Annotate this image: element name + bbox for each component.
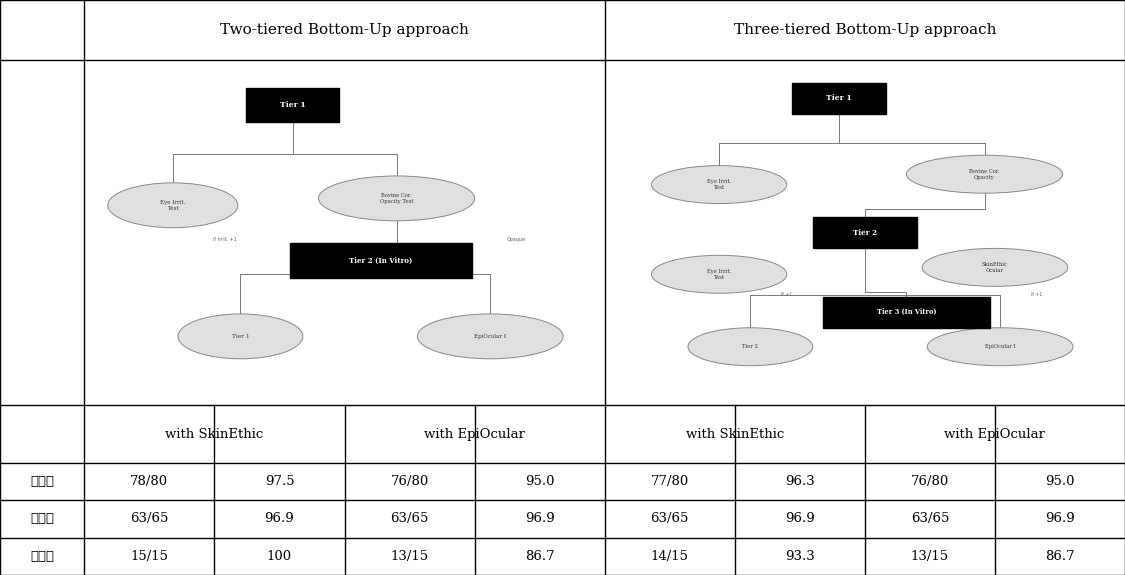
Text: 13/15: 13/15 — [911, 550, 950, 563]
Text: EpiOcular I: EpiOcular I — [984, 344, 1016, 349]
Text: if +1: if +1 — [781, 293, 792, 297]
Text: 95.0: 95.0 — [1045, 475, 1074, 488]
Text: Bovine Cor.
Opacity Test: Bovine Cor. Opacity Test — [380, 193, 413, 204]
Text: Eye Irrit.
Test: Eye Irrit. Test — [706, 179, 731, 190]
Ellipse shape — [651, 255, 786, 293]
FancyBboxPatch shape — [792, 83, 885, 114]
Text: 63/65: 63/65 — [390, 512, 429, 526]
Text: SkinEthic
Ocular: SkinEthic Ocular — [982, 262, 1008, 273]
Text: Tier 1: Tier 1 — [826, 94, 852, 102]
Text: Eye Irrit.
Test: Eye Irrit. Test — [706, 269, 731, 279]
Text: 100: 100 — [267, 550, 292, 563]
Text: 특이도: 특이도 — [30, 550, 54, 563]
Text: 63/65: 63/65 — [650, 512, 688, 526]
Text: 63/65: 63/65 — [130, 512, 169, 526]
Ellipse shape — [922, 248, 1068, 286]
Text: 15/15: 15/15 — [130, 550, 169, 563]
Text: Tier 2: Tier 2 — [742, 344, 758, 349]
Text: if +1: if +1 — [1030, 293, 1042, 297]
Text: Tier 1: Tier 1 — [232, 334, 250, 339]
Text: 96.3: 96.3 — [785, 475, 814, 488]
Text: Bovine Cor.
Opacity: Bovine Cor. Opacity — [970, 169, 1000, 179]
FancyBboxPatch shape — [824, 297, 990, 328]
Ellipse shape — [318, 176, 475, 221]
Text: Tier 2 (In Vitro): Tier 2 (In Vitro) — [350, 256, 413, 264]
Text: Tier 3 (In Vitro): Tier 3 (In Vitro) — [876, 308, 936, 316]
Text: Tier 2: Tier 2 — [853, 229, 876, 237]
Text: Three-tiered Bottom-Up approach: Three-tiered Bottom-Up approach — [734, 23, 996, 37]
Text: 정확도: 정확도 — [30, 475, 54, 488]
Text: 13/15: 13/15 — [390, 550, 429, 563]
Text: with SkinEthic: with SkinEthic — [165, 428, 263, 440]
Text: 76/80: 76/80 — [390, 475, 429, 488]
Text: if Irrit. +1: if Irrit. +1 — [213, 237, 236, 242]
Ellipse shape — [927, 328, 1073, 366]
Text: with SkinEthic: with SkinEthic — [685, 428, 784, 440]
Text: 78/80: 78/80 — [130, 475, 169, 488]
FancyBboxPatch shape — [245, 88, 340, 122]
Ellipse shape — [907, 155, 1062, 193]
Text: 86.7: 86.7 — [525, 550, 555, 563]
Text: with EpiOcular: with EpiOcular — [424, 428, 525, 440]
Ellipse shape — [651, 166, 786, 204]
Text: 77/80: 77/80 — [650, 475, 688, 488]
Text: 97.5: 97.5 — [264, 475, 295, 488]
Text: Opaque: Opaque — [506, 237, 525, 242]
Text: Eye Irrit.
Test: Eye Irrit. Test — [160, 200, 186, 210]
Text: 76/80: 76/80 — [911, 475, 950, 488]
Text: Tier 1: Tier 1 — [280, 101, 305, 109]
FancyBboxPatch shape — [290, 243, 472, 278]
Ellipse shape — [688, 328, 812, 366]
Text: 86.7: 86.7 — [1045, 550, 1074, 563]
Text: with EpiOcular: with EpiOcular — [944, 428, 1045, 440]
Text: 63/65: 63/65 — [911, 512, 950, 526]
Ellipse shape — [417, 314, 564, 359]
Text: 96.9: 96.9 — [524, 512, 555, 526]
Text: EpiOcular I: EpiOcular I — [475, 334, 506, 339]
Text: Two-tiered Bottom-Up approach: Two-tiered Bottom-Up approach — [220, 23, 469, 37]
Text: 민감도: 민감도 — [30, 512, 54, 526]
Text: 96.9: 96.9 — [264, 512, 295, 526]
Text: 93.3: 93.3 — [785, 550, 814, 563]
Text: 95.0: 95.0 — [525, 475, 555, 488]
Ellipse shape — [108, 183, 237, 228]
FancyBboxPatch shape — [812, 217, 917, 248]
Ellipse shape — [178, 314, 303, 359]
Text: 96.9: 96.9 — [1045, 512, 1074, 526]
Text: 14/15: 14/15 — [650, 550, 688, 563]
Text: 96.9: 96.9 — [785, 512, 814, 526]
